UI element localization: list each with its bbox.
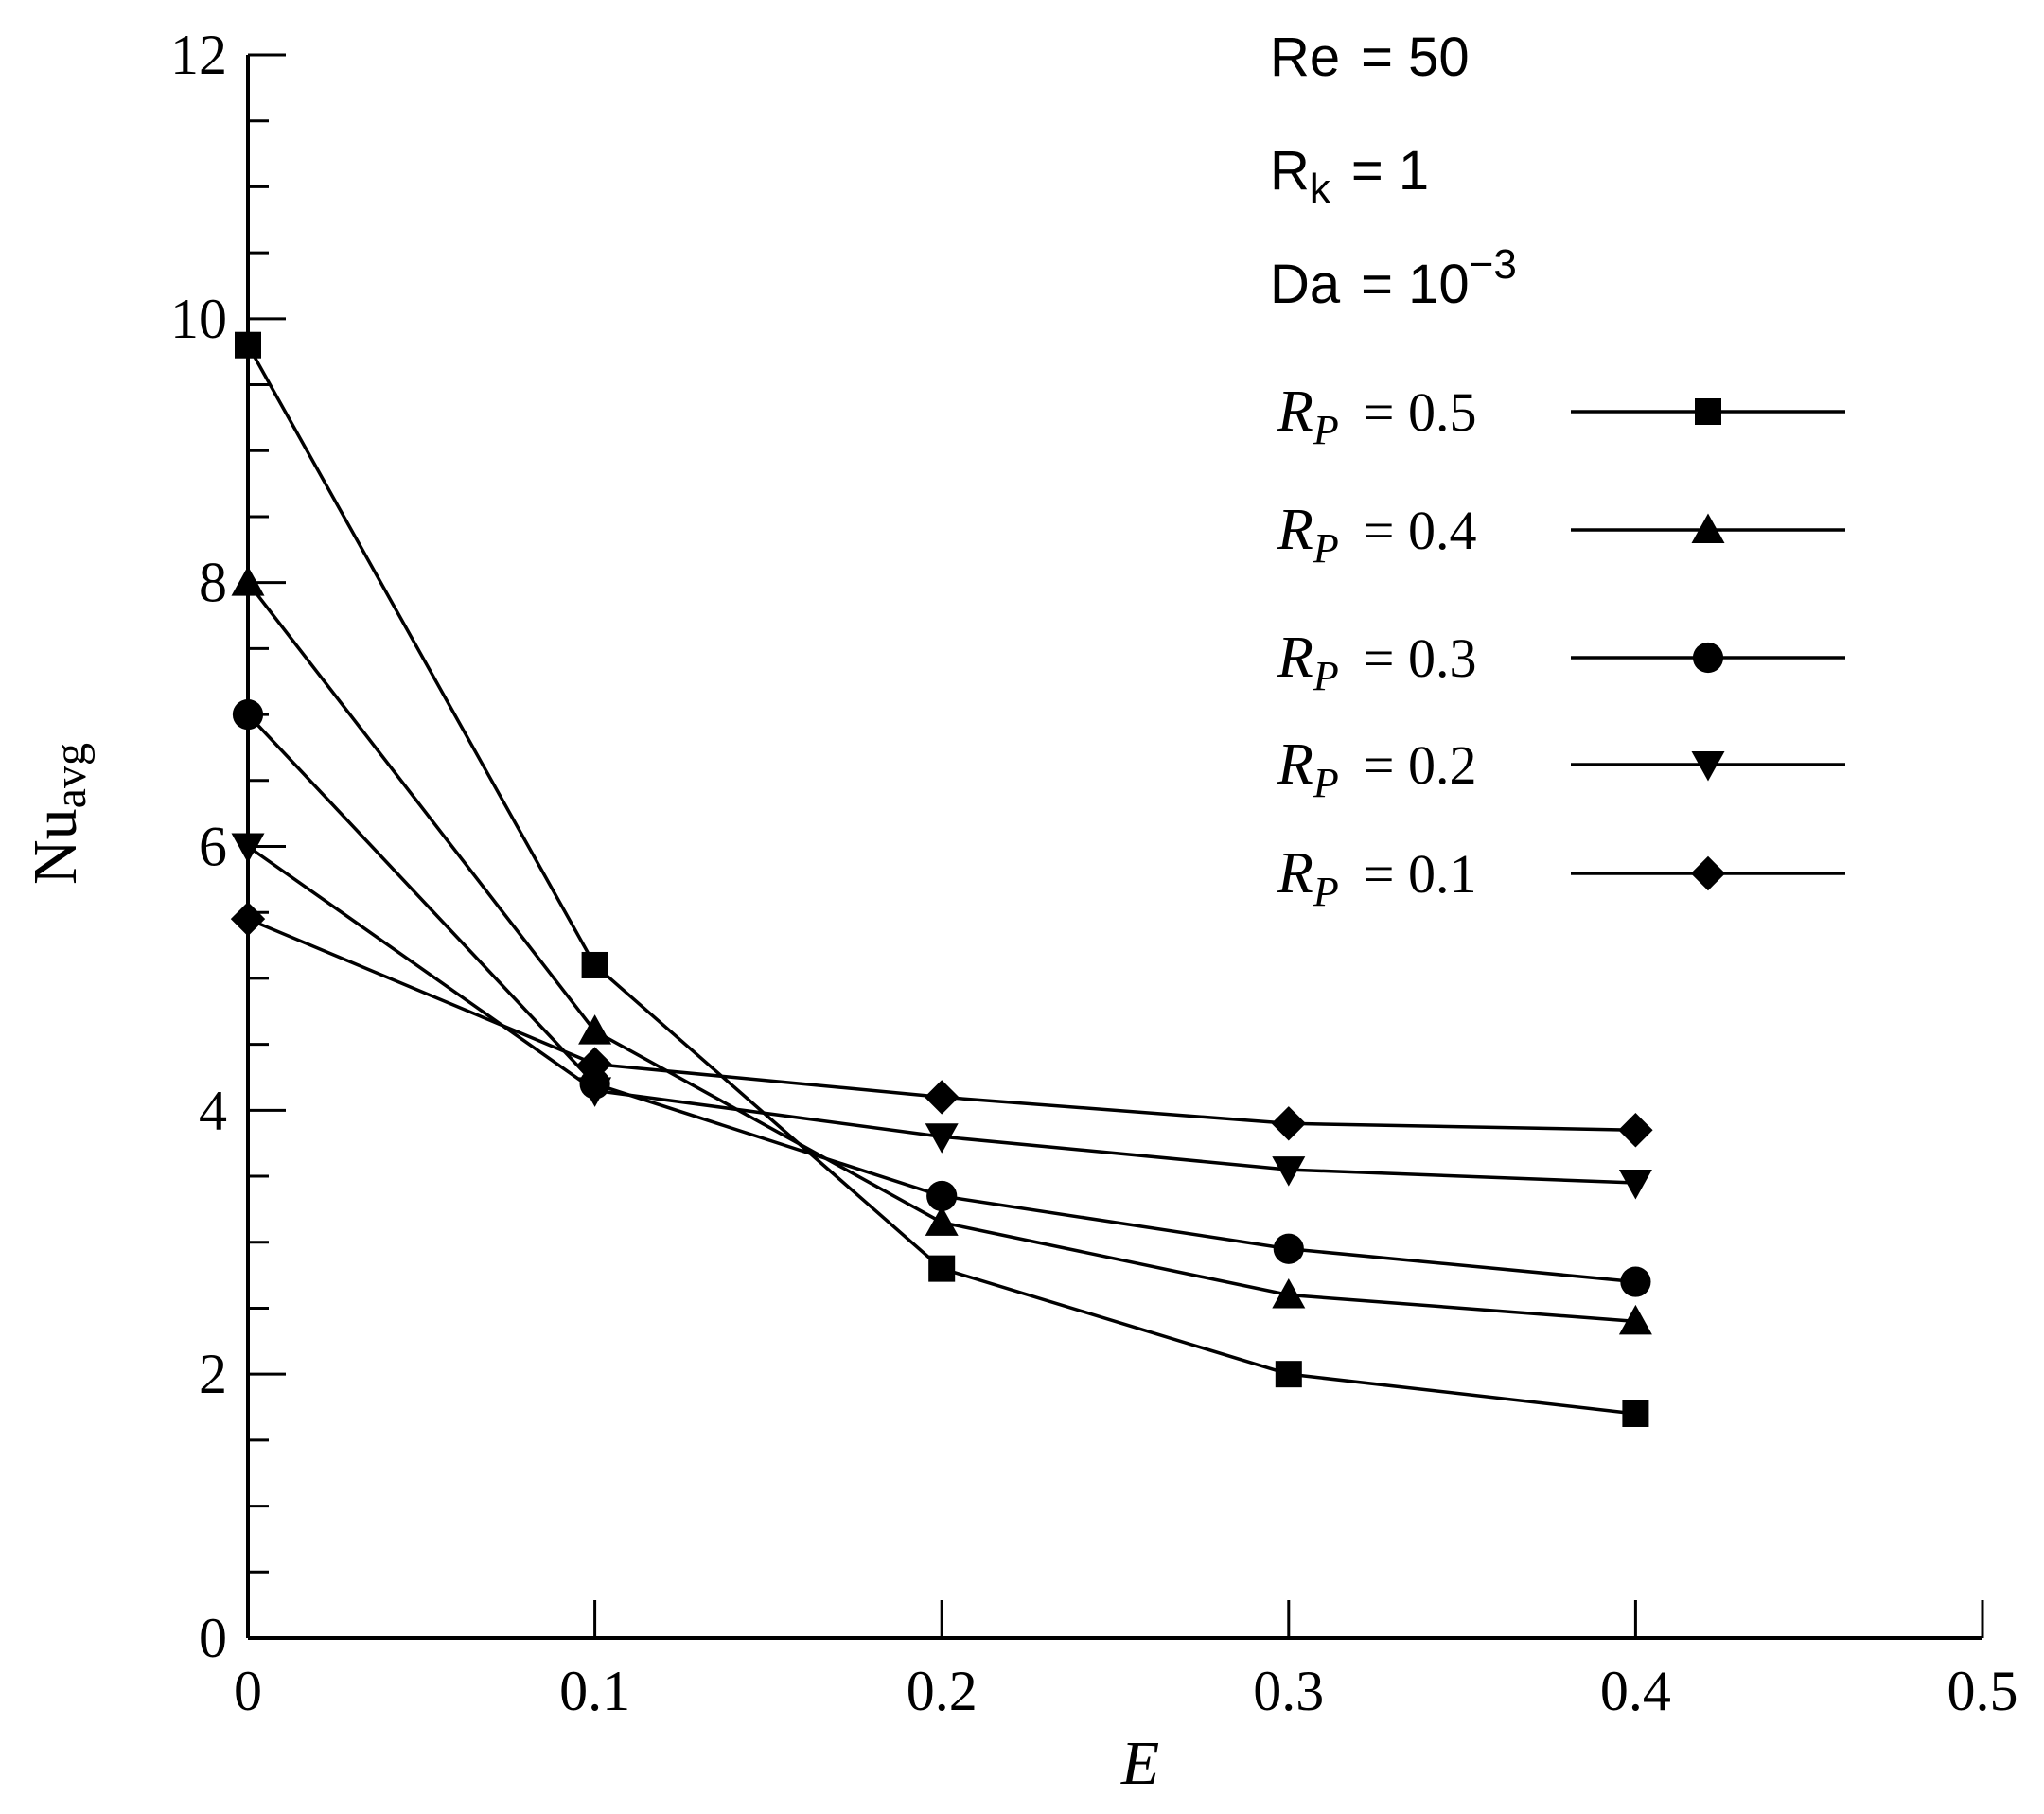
axes: 0 2 4 6 8 10 12 0 0.1 0.2 0.3 0.4 0.5 xyxy=(170,24,2018,1722)
y-tick-label: 4 xyxy=(199,1079,227,1141)
data-point xyxy=(1618,1113,1653,1148)
x-tick-label: 0.1 xyxy=(559,1660,630,1722)
data-point xyxy=(1271,1106,1306,1141)
y-tick-label: 2 xyxy=(199,1343,227,1405)
data-point xyxy=(928,1255,956,1282)
annotation-da: Da = 10−3 xyxy=(1270,241,1517,315)
y-tick-label: 6 xyxy=(199,816,227,878)
data-point xyxy=(231,833,265,863)
series-0 xyxy=(235,331,1649,1427)
legend-marker xyxy=(1690,855,1726,891)
y-tick-label: 10 xyxy=(170,288,227,350)
legend-marker xyxy=(1695,398,1721,425)
series-1 xyxy=(231,566,1652,1335)
data-point xyxy=(1622,1400,1649,1427)
legend-label: RP = 0.2 xyxy=(1277,732,1476,806)
x-axis-title: E xyxy=(1120,1729,1159,1798)
x-tick-label: 0.4 xyxy=(1600,1660,1671,1722)
data-point xyxy=(1272,1278,1306,1309)
data-point xyxy=(1618,1304,1652,1335)
annotation-re: Re = 50 xyxy=(1270,26,1470,88)
legend-label: RP = 0.5 xyxy=(1277,379,1476,453)
data-point xyxy=(581,951,608,978)
data-point xyxy=(578,1014,612,1045)
data-point xyxy=(926,1180,958,1212)
x-tick-label: 0.5 xyxy=(1947,1660,2018,1722)
y-tick-label: 8 xyxy=(199,552,227,614)
data-point xyxy=(232,698,264,731)
data-point xyxy=(1275,1361,1302,1388)
legend-item: RP = 0.1 xyxy=(1277,841,1845,915)
series-4 xyxy=(230,901,1653,1148)
series-3 xyxy=(231,833,1652,1200)
data-point xyxy=(1620,1266,1651,1297)
legend-label: RP = 0.3 xyxy=(1277,625,1476,699)
y-axis-title: Nuavg xyxy=(21,743,96,885)
data-point xyxy=(578,1077,612,1107)
legend-marker xyxy=(1692,642,1724,674)
legend-item: RP = 0.4 xyxy=(1277,498,1845,572)
legend-label: RP = 0.1 xyxy=(1277,841,1476,915)
legend-marker xyxy=(1691,513,1725,543)
data-point xyxy=(925,1123,959,1154)
x-tick-label: 0.3 xyxy=(1253,1660,1324,1722)
annotations: Re = 50 Rk = 1 Da = 10−3 xyxy=(1270,26,1517,315)
data-point xyxy=(925,1080,960,1115)
annotation-rk: Rk = 1 xyxy=(1270,140,1429,212)
y-tick-label: 0 xyxy=(199,1607,227,1669)
data-point xyxy=(1618,1170,1652,1200)
legend-item: RP = 0.3 xyxy=(1277,625,1845,699)
data-point xyxy=(235,331,261,359)
x-tick-label: 0.2 xyxy=(907,1660,978,1722)
legend-label: RP = 0.4 xyxy=(1277,498,1476,572)
data-point xyxy=(230,901,266,937)
data-point xyxy=(231,566,265,596)
data-point xyxy=(1272,1156,1306,1187)
data-point xyxy=(925,1206,959,1236)
data-point xyxy=(577,1047,612,1082)
data-point xyxy=(1273,1233,1304,1264)
series-layer xyxy=(230,331,1653,1427)
y-tick-label: 12 xyxy=(170,24,227,86)
legend-item: RP = 0.5 xyxy=(1277,379,1845,453)
legend-marker xyxy=(1691,751,1725,782)
legend: RP = 0.5 RP = 0.4 RP = 0.3 RP = 0.2 RP = 0.1 xyxy=(1277,379,1845,915)
x-tick-label: 0 xyxy=(234,1660,262,1722)
legend-item: RP = 0.2 xyxy=(1277,732,1845,806)
